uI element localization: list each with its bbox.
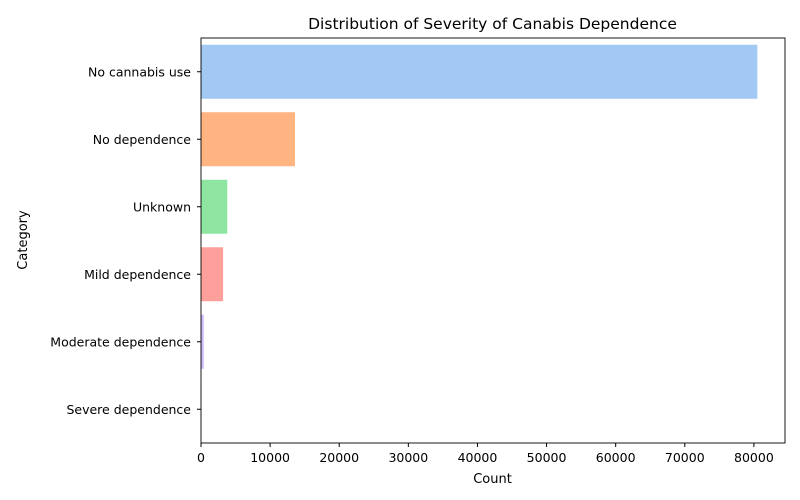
- x-tick-label: 20000: [319, 450, 359, 465]
- x-tick-label: 30000: [388, 450, 428, 465]
- x-tick-label: 60000: [596, 450, 636, 465]
- x-tick-label: 40000: [458, 450, 498, 465]
- bar-no-dependence: [201, 112, 295, 167]
- x-tick-label: 80000: [734, 450, 774, 465]
- y-tick-label: Moderate dependence: [50, 334, 191, 349]
- x-tick-label: 70000: [665, 450, 705, 465]
- bar-unknown: [201, 179, 228, 234]
- x-tick-label: 0: [197, 450, 205, 465]
- bar-moderate-dependence: [201, 314, 204, 369]
- plot-frame: [200, 37, 786, 444]
- x-tick-label: 10000: [250, 450, 290, 465]
- y-tick-label: Unknown: [133, 199, 191, 214]
- bar-mild-dependence: [201, 247, 224, 302]
- bar-no-cannabis-use: [201, 44, 758, 99]
- y-tick-label: Mild dependence: [84, 267, 191, 282]
- y-tick-label: No dependence: [93, 132, 192, 147]
- x-tick-label: 50000: [527, 450, 567, 465]
- y-tick-label: No cannabis use: [88, 64, 191, 79]
- y-axis-label: Category: [16, 210, 31, 270]
- x-axis-label: Count: [473, 472, 512, 487]
- chart-title: Distribution of Severity of Canabis Depe…: [308, 15, 677, 33]
- y-tick-label: Severe dependence: [66, 402, 191, 417]
- plot-area: No cannabis use No dependence Unknown Mild …: [50, 37, 786, 465]
